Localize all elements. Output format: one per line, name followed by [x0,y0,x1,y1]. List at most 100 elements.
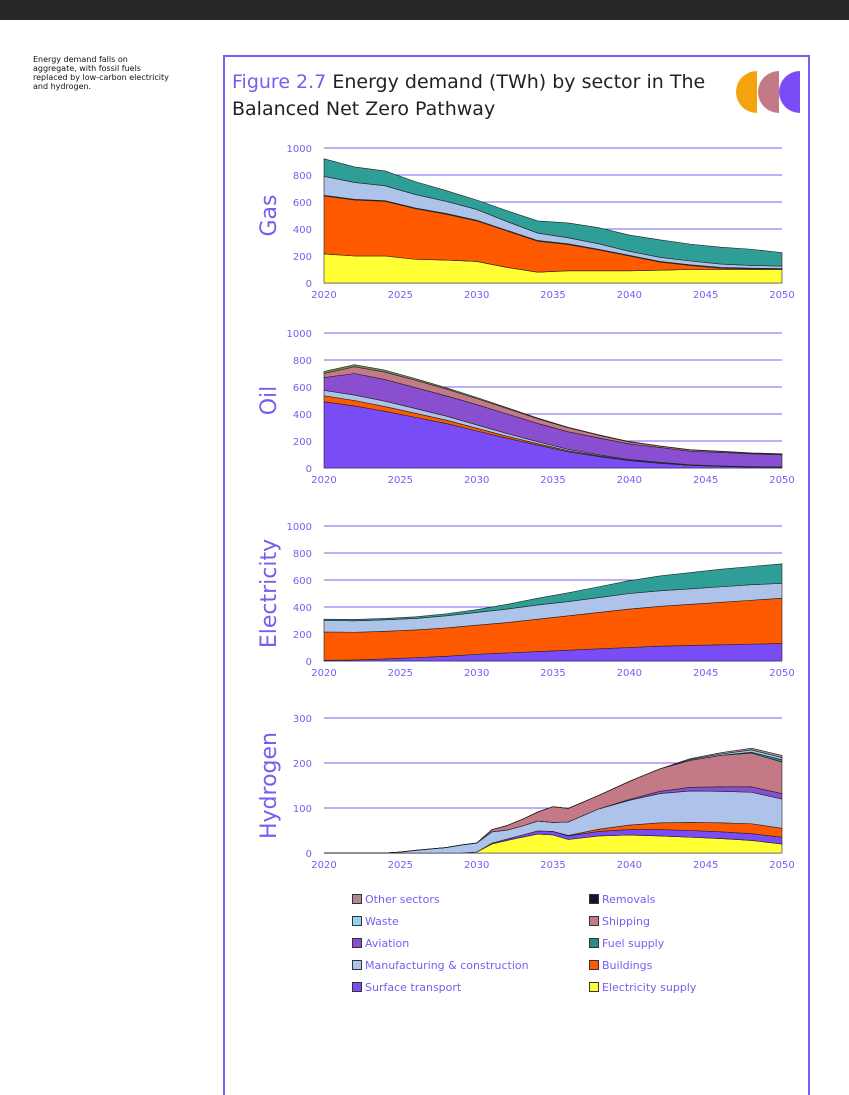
x-tick-label: 2040 [617,860,642,871]
x-tick-label: 2045 [693,668,718,679]
x-tick-label: 2035 [540,475,565,486]
y-tick-label: 400 [293,225,312,236]
legend-item: Surface transport [352,981,461,997]
x-tick-label: 2020 [311,290,336,301]
x-tick-label: 2020 [311,860,336,871]
x-tick-label: 2050 [769,290,794,301]
y-tick-label: 0 [306,657,312,668]
x-tick-label: 2020 [311,475,336,486]
y-tick-label: 400 [293,603,312,614]
legend-item: Removals [589,893,655,909]
legend-item: Electricity supply [589,981,696,997]
figure-frame [223,55,810,1095]
legend-label: Electricity supply [602,981,697,994]
y-tick-label: 800 [293,549,312,560]
y-tick-label: 600 [293,383,312,394]
legend-swatch [589,982,599,992]
x-tick-label: 2050 [769,860,794,871]
x-tick-label: 2030 [464,860,489,871]
figure-title: Figure 2.7 Energy demand (TWh) by sector… [232,69,712,123]
y-tick-label: 600 [293,576,312,587]
figure-number: Figure 2.7 [232,71,327,93]
legend-swatch [589,916,599,926]
legend-label: Manufacturing & construction [365,959,529,972]
x-tick-label: 2050 [769,668,794,679]
legend-swatch [589,894,599,904]
x-tick-label: 2035 [540,860,565,871]
legend-label: Waste [365,915,399,928]
chart-panel-gas: 0 200 400 600 800 1000 2020 2025 2030 2035 2040 204… [257,144,795,301]
logo-shape-2 [758,71,779,113]
x-tick-label: 2045 [693,290,718,301]
y-tick-label: 0 [306,849,312,860]
y-tick-label: 0 [306,279,312,290]
x-tick-label: 2030 [464,475,489,486]
legend-label: Shipping [602,915,650,928]
y-tick-label: 1000 [287,329,312,340]
legend-label: Surface transport [365,981,462,994]
legend-swatch [352,938,362,948]
legend-swatch [352,916,362,926]
legend-swatch [352,982,362,992]
panel-label: Gas [257,195,282,237]
legend-swatch [352,894,362,904]
area-other-sectors [323,158,783,267]
chart-panel-hydrogen: 0 100 200 300 2020 2025 2030 2035 2040 2045 2050 Hy… [257,714,795,871]
y-tick-label: 300 [293,714,312,725]
logo-shape-1 [736,71,757,113]
panel-label: Oil [257,386,282,416]
x-tick-label: 2020 [311,668,336,679]
x-tick-label: 2030 [464,290,489,301]
legend-swatch [352,960,362,970]
y-tick-label: 600 [293,198,312,209]
legend-label: Buildings [602,959,653,972]
x-tick-label: 2030 [464,668,489,679]
x-tick-label: 2040 [617,475,642,486]
legend-label: Aviation [365,937,410,950]
y-tick-label: 1000 [287,144,312,155]
y-tick-label: 800 [293,171,312,182]
x-tick-label: 2040 [617,290,642,301]
legend-item: Aviation [352,937,409,953]
top-bar [0,0,849,20]
legend-item: Fuel supply [589,937,664,953]
y-tick-label: 200 [293,759,312,770]
legend-swatch [589,960,599,970]
legend-item: Other sectors [352,893,440,909]
legend-item: Manufacturing & construction [352,959,529,975]
x-tick-label: 2035 [540,290,565,301]
y-tick-label: 400 [293,410,312,421]
area-other-sectors [323,364,783,455]
legend-swatch [589,938,599,948]
y-tick-label: 100 [293,804,312,815]
y-tick-label: 800 [293,356,312,367]
legend-label: Other sectors [365,893,440,906]
chart-panel-oil: 0 200 400 600 800 1000 2020 2025 2030 2035 2040 204… [257,329,795,486]
y-tick-label: 200 [293,630,312,641]
x-tick-label: 2045 [693,475,718,486]
x-tick-label: 2045 [693,860,718,871]
x-tick-label: 2040 [617,668,642,679]
y-tick-label: 1000 [287,522,312,533]
panel-label: Hydrogen [257,732,282,839]
x-tick-label: 2025 [388,475,413,486]
logo [736,71,800,113]
logo-shape-3 [779,71,800,113]
legend-label: Removals [602,893,656,906]
x-tick-label: 2025 [388,290,413,301]
figure-title-text: Energy demand (TWh) by sector in The Bal… [232,71,706,120]
legend-label: Fuel supply [602,937,665,950]
legend-item: Buildings [589,959,652,975]
panel-label: Electricity [257,539,282,648]
area-other-sectors [323,563,783,622]
y-tick-label: 200 [293,252,312,263]
side-note: Energy demand falls on aggregate, with f… [33,55,169,91]
x-tick-label: 2035 [540,668,565,679]
y-tick-label: 200 [293,437,312,448]
y-tick-label: 0 [306,464,312,475]
x-tick-label: 2025 [388,668,413,679]
x-tick-label: 2050 [769,475,794,486]
chart-panel-electricity: 0 200 400 600 800 1000 2020 2025 2030 2035 2040 204… [257,522,795,679]
legend-item: Shipping [589,915,650,931]
